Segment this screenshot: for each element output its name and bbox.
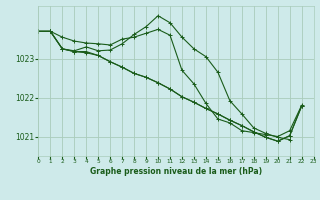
X-axis label: Graphe pression niveau de la mer (hPa): Graphe pression niveau de la mer (hPa) xyxy=(90,167,262,176)
